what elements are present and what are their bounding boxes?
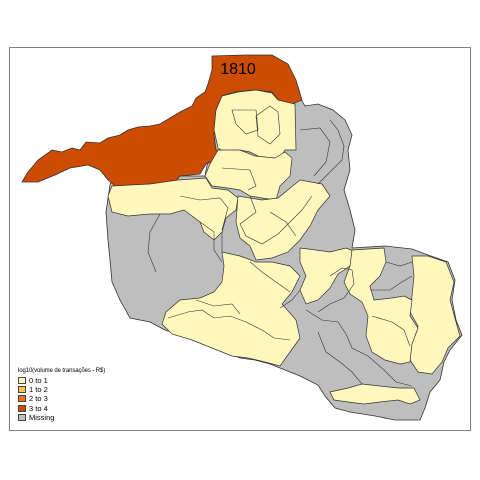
legend-title: log10(volume de transações - R$) [18,368,106,374]
feature-label: 1810 [220,61,256,78]
legend-item-2to3: 2 to 3 [18,394,105,403]
region-0to1-south-west[interactable] [161,251,301,367]
legend-label: 0 to 1 [29,376,48,386]
legend-label: 1 to 2 [29,385,48,395]
region-0to1-east-mid[interactable] [343,247,419,365]
region-3to4[interactable] [21,54,303,187]
legend-swatch [18,413,26,421]
legend-swatch [18,386,26,394]
legend-label: 3 to 4 [29,403,48,413]
legend-item-3to4: 3 to 4 [18,404,105,413]
legend-swatch [18,395,26,403]
region-0to1-south[interactable] [329,383,421,405]
legend-label: Missing [29,412,55,422]
boundaries [147,105,413,387]
legend-swatch [18,377,26,385]
regions-0to1 [107,89,461,405]
region-0to1-west[interactable] [107,177,239,241]
legend-item-1to2: 1 to 2 [18,385,105,394]
map-legend: log10(volume de transações - R$) 0 to 1 … [18,367,105,422]
legend-item-missing: Missing [18,413,105,422]
legend-item-0to1: 0 to 1 [18,376,105,385]
legend-swatch [18,404,26,412]
legend-label: 2 to 3 [29,394,48,404]
region-0to1-middle[interactable] [299,247,357,305]
